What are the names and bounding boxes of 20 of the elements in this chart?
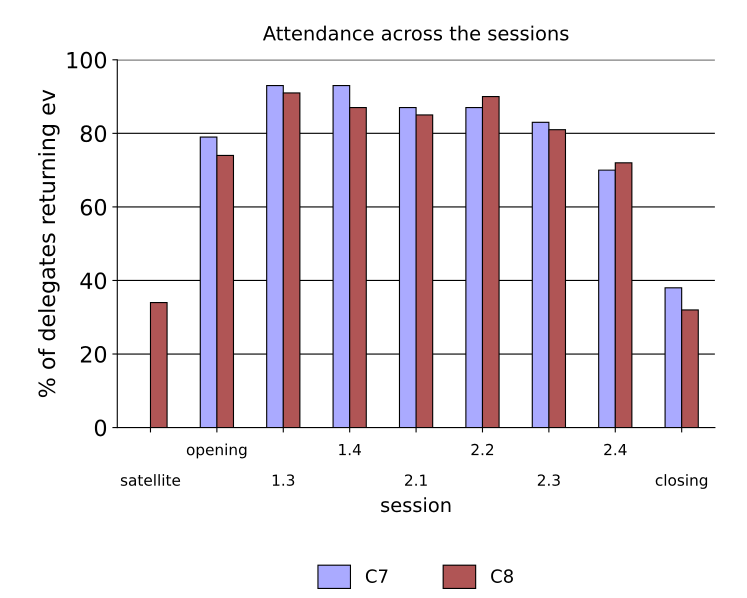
x-tick-label: 1.3 xyxy=(272,474,294,486)
x-tick-label: 2.3 xyxy=(538,474,560,486)
y-tick-label: 20 xyxy=(80,346,106,363)
chart-title: Attendance across the sessions xyxy=(262,26,568,41)
y-tick-label: 0 xyxy=(94,420,106,436)
x-tick-label: 1.4 xyxy=(339,444,361,456)
x-tick-label: 2.4 xyxy=(604,444,627,456)
legend-label: C7 xyxy=(366,569,388,583)
x-tick-label: satellite xyxy=(120,474,180,486)
x-tick-label: 2.1 xyxy=(405,474,427,486)
y-axis-title: % of delegates returning ev xyxy=(38,90,60,398)
y-tick-label: 80 xyxy=(80,125,106,142)
y-tick-label: 100 xyxy=(68,52,106,69)
legend-label: C8 xyxy=(491,569,513,583)
x-tick-label: closing xyxy=(656,474,708,489)
y-tick-label: 40 xyxy=(80,272,106,290)
x-tick-label: opening xyxy=(186,444,246,458)
x-axis-title: session xyxy=(381,497,450,512)
y-tick-label: 60 xyxy=(80,198,106,216)
x-tick-label: 2.2 xyxy=(471,444,494,456)
